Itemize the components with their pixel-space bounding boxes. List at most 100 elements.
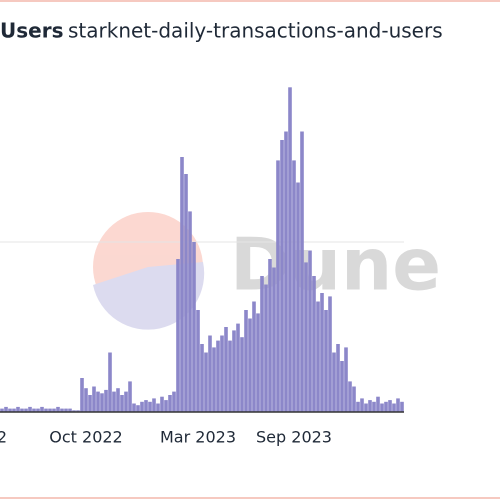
bar [44, 408, 48, 412]
bar [368, 400, 372, 412]
bar [220, 335, 224, 412]
bar [248, 318, 252, 412]
bar [72, 410, 76, 412]
bar [240, 337, 244, 412]
bar [188, 211, 192, 412]
bar [92, 386, 96, 412]
bar [124, 391, 128, 412]
bar [340, 361, 344, 412]
bar [264, 284, 268, 412]
bar [332, 352, 336, 412]
bar [244, 310, 248, 412]
bar [208, 335, 212, 412]
bar [196, 310, 200, 412]
bar [320, 293, 324, 412]
bar [284, 131, 288, 412]
bar [80, 378, 84, 412]
bar [152, 398, 156, 412]
bar [8, 408, 12, 412]
bar [24, 408, 28, 412]
bar [308, 250, 312, 412]
bar [400, 401, 404, 412]
bar [12, 408, 16, 412]
x-tick-label: Mar 2023 [160, 428, 236, 447]
bar [228, 340, 232, 412]
bar [148, 401, 152, 412]
bar [384, 401, 388, 412]
bar [52, 408, 56, 412]
bar [120, 395, 124, 412]
bar [48, 408, 52, 412]
bar [36, 408, 40, 412]
bar [304, 262, 308, 412]
bar [380, 403, 384, 412]
bar [108, 352, 112, 412]
x-tick-label: Oct 2022 [49, 428, 122, 447]
bar [392, 403, 396, 412]
bar [216, 340, 220, 412]
bar [224, 327, 228, 412]
bar [356, 401, 360, 412]
bar [312, 276, 316, 412]
bar [352, 386, 356, 412]
bar [116, 388, 120, 412]
bar [172, 391, 176, 412]
bar [160, 396, 164, 412]
bar [204, 352, 208, 412]
bar [32, 408, 36, 412]
bar [276, 160, 280, 412]
bar [300, 131, 304, 412]
bar [336, 344, 340, 412]
bar [396, 398, 400, 412]
bar [88, 395, 92, 412]
x-tick-label: 2 [0, 428, 7, 447]
bar [100, 393, 104, 412]
bar [132, 403, 136, 412]
bar [376, 396, 380, 412]
bar [260, 276, 264, 412]
bar [292, 160, 296, 412]
bar [212, 347, 216, 412]
bar [156, 403, 160, 412]
bar [84, 388, 88, 412]
bar [28, 406, 32, 412]
bar [20, 408, 24, 412]
bar [328, 296, 332, 412]
bar [192, 242, 196, 412]
bar [252, 301, 256, 412]
bar [232, 330, 236, 412]
bar [56, 406, 60, 412]
bar [96, 391, 100, 412]
bar [344, 347, 348, 412]
bar [372, 401, 376, 412]
bar [280, 140, 284, 412]
bar [60, 408, 64, 412]
bar [388, 400, 392, 412]
bar [112, 391, 116, 412]
bar [136, 405, 140, 412]
bar [360, 398, 364, 412]
bar [68, 408, 72, 412]
bar [268, 259, 272, 412]
bar [272, 267, 276, 412]
bar [236, 323, 240, 412]
bar [200, 344, 204, 412]
bar [180, 157, 184, 412]
bar [316, 301, 320, 412]
bar [64, 408, 68, 412]
bar [348, 381, 352, 412]
bar [40, 406, 44, 412]
bar [0, 408, 4, 412]
bar [324, 310, 328, 412]
bar [164, 400, 168, 412]
bar [16, 406, 20, 412]
bar [144, 400, 148, 412]
bar [296, 182, 300, 412]
bar [176, 259, 180, 412]
chart-subtitle: starknet-daily-transactions-and-users [68, 19, 443, 43]
bar [140, 401, 144, 412]
bar [184, 174, 188, 412]
bar [364, 403, 368, 412]
bar [128, 381, 132, 412]
